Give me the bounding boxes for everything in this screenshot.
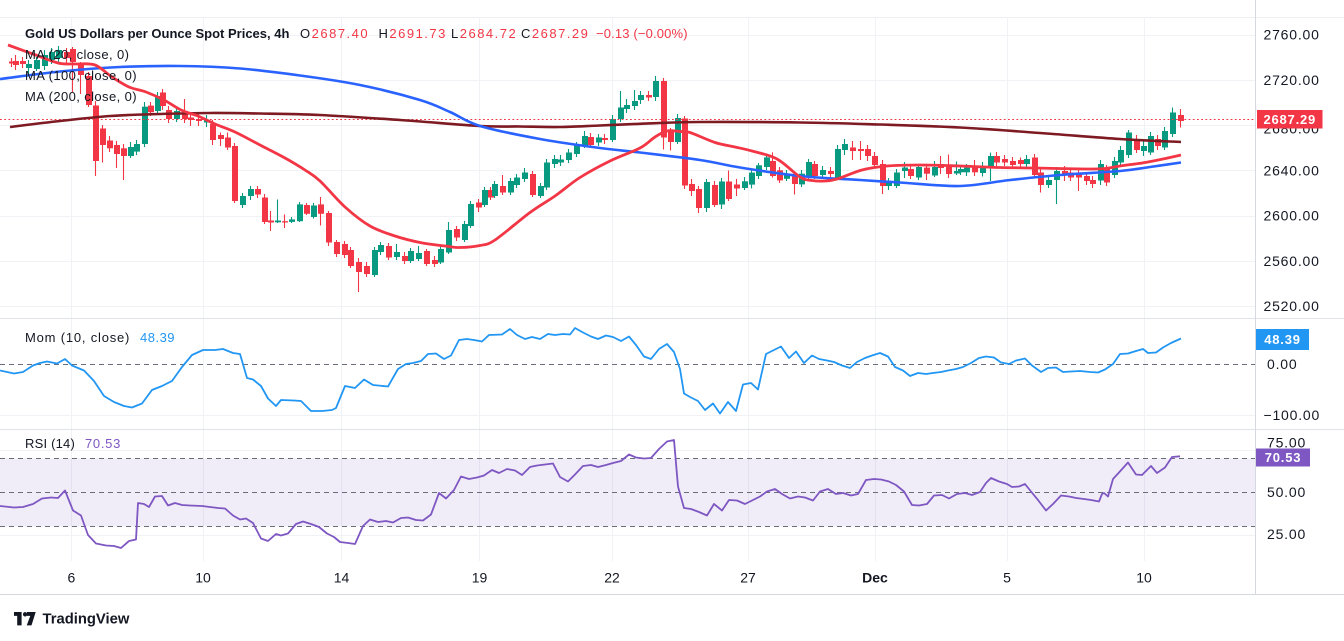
svg-text:48.39: 48.39 — [140, 330, 175, 345]
svg-text:2720.00: 2720.00 — [1264, 72, 1320, 88]
svg-text:48.39: 48.39 — [1264, 332, 1301, 347]
svg-text:10: 10 — [1136, 570, 1152, 586]
svg-text:10: 10 — [195, 570, 211, 586]
svg-text:14: 14 — [334, 570, 350, 586]
svg-text:−100.00: −100.00 — [1264, 407, 1321, 423]
svg-text:TradingView: TradingView — [43, 612, 130, 628]
svg-text:C2687.29: C2687.29 — [521, 26, 589, 41]
svg-text:2560.00: 2560.00 — [1264, 253, 1320, 269]
svg-text:MA (20, close, 0): MA (20, close, 0) — [25, 47, 129, 62]
svg-text:19: 19 — [472, 570, 488, 586]
svg-text:MA (200, close, 0): MA (200, close, 0) — [25, 89, 137, 104]
svg-text:2520.00: 2520.00 — [1264, 298, 1320, 314]
svg-text:2687.29: 2687.29 — [1263, 112, 1316, 127]
svg-text:5: 5 — [1003, 570, 1011, 586]
svg-text:L2684.72: L2684.72 — [451, 26, 517, 41]
svg-text:27: 27 — [740, 570, 756, 586]
svg-text:2640.00: 2640.00 — [1264, 162, 1320, 178]
svg-text:70.53: 70.53 — [85, 436, 121, 451]
svg-text:0.00: 0.00 — [1267, 356, 1297, 372]
svg-text:Gold US Dollars per Ounce Spot: Gold US Dollars per Ounce Spot Prices, 4… — [25, 26, 289, 41]
svg-text:−0.13 (−0.00%): −0.13 (−0.00%) — [596, 26, 688, 41]
svg-text:2760.00: 2760.00 — [1264, 27, 1320, 43]
svg-text:25.00: 25.00 — [1267, 526, 1306, 542]
svg-text:MA (100, close, 0): MA (100, close, 0) — [25, 68, 137, 83]
svg-text:22: 22 — [604, 570, 620, 586]
svg-text:6: 6 — [68, 570, 76, 586]
svg-text:70.53: 70.53 — [1265, 450, 1302, 465]
svg-text:Mom (10, close): Mom (10, close) — [25, 330, 130, 345]
svg-text:H2691.73: H2691.73 — [379, 26, 447, 41]
svg-text:O2687.40: O2687.40 — [300, 26, 369, 41]
svg-text:2600.00: 2600.00 — [1264, 208, 1320, 224]
svg-text:RSI (14): RSI (14) — [25, 436, 75, 451]
svg-text:75.00: 75.00 — [1267, 435, 1306, 451]
svg-text:50.00: 50.00 — [1267, 484, 1306, 500]
svg-text:Dec: Dec — [862, 570, 888, 586]
